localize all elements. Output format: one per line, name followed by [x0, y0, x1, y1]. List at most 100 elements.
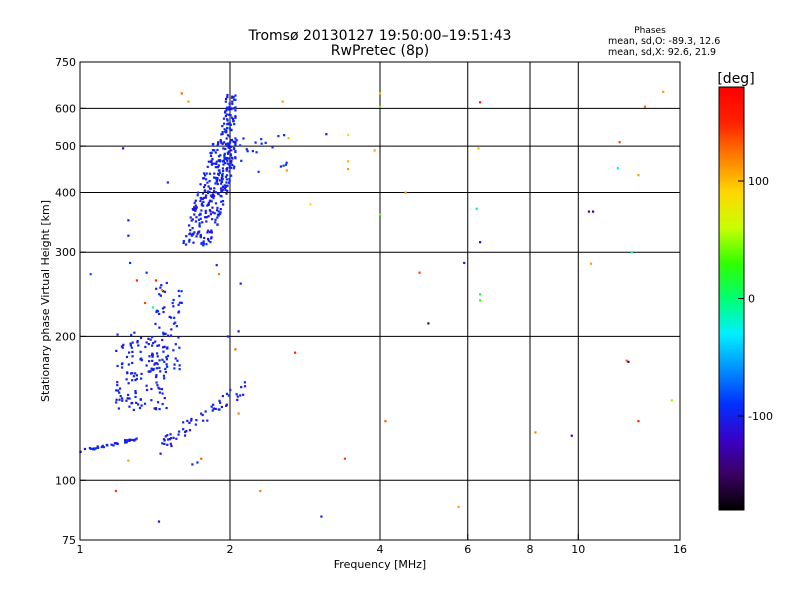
- cluster-point: [172, 298, 175, 302]
- cluster-point: [222, 147, 225, 150]
- cluster-point: [79, 450, 82, 453]
- cluster-point: [207, 185, 210, 188]
- cluster-point: [212, 190, 216, 193]
- cluster-point: [222, 163, 225, 166]
- cluster-point: [219, 159, 222, 162]
- cluster-point: [271, 146, 274, 149]
- cluster-point: [133, 439, 136, 442]
- cluster-point: [190, 219, 193, 222]
- cluster-point: [161, 442, 164, 445]
- scatter-point: [479, 241, 482, 244]
- cluster-point: [195, 216, 198, 219]
- cluster-point: [232, 140, 235, 143]
- cluster-point: [162, 438, 166, 441]
- cluster-point: [191, 208, 194, 211]
- cluster-point: [162, 310, 165, 314]
- cluster-point: [221, 174, 224, 177]
- scatter-point: [379, 105, 382, 108]
- cluster-point: [200, 241, 203, 245]
- cluster-point: [124, 440, 127, 443]
- cluster-point: [223, 161, 226, 165]
- cluster-point: [206, 231, 209, 234]
- cluster-point: [240, 386, 243, 389]
- cluster-point: [165, 356, 168, 359]
- cluster-point: [225, 404, 228, 407]
- cluster-point: [159, 286, 162, 289]
- cluster-point: [92, 447, 96, 450]
- scatter-point: [122, 147, 125, 150]
- cluster-point: [226, 118, 229, 121]
- scatter-point: [662, 90, 665, 93]
- cluster-point: [260, 142, 263, 145]
- cluster-point: [159, 370, 162, 373]
- cluster-point: [94, 447, 98, 450]
- cluster-point: [202, 186, 206, 189]
- cluster-point: [201, 413, 204, 417]
- cluster-point: [226, 106, 229, 109]
- cluster-point: [189, 229, 192, 232]
- cluster-point: [217, 155, 221, 158]
- cluster-point: [130, 333, 133, 337]
- cluster-point: [169, 437, 173, 440]
- cluster-point: [106, 444, 109, 447]
- cluster-point: [230, 128, 233, 131]
- cluster-point: [226, 95, 229, 99]
- cluster-point: [131, 341, 134, 344]
- cluster-point: [221, 131, 224, 134]
- cluster-point: [122, 343, 125, 346]
- scatter-point: [627, 360, 630, 363]
- cluster-point: [199, 183, 202, 186]
- cluster-point: [217, 408, 220, 411]
- cluster-point: [222, 117, 226, 120]
- cluster-point: [228, 135, 231, 138]
- cluster-point: [131, 379, 134, 382]
- cluster-point: [135, 374, 138, 377]
- cluster-point: [139, 358, 142, 361]
- cluster-point: [154, 362, 157, 365]
- cluster-point: [220, 176, 223, 179]
- cluster-point: [213, 172, 216, 175]
- scatter-point: [591, 210, 595, 213]
- cluster-point: [172, 322, 176, 325]
- cluster-point: [212, 194, 216, 198]
- cluster-point: [227, 150, 230, 153]
- cluster-point: [83, 447, 87, 451]
- cluster-point: [161, 402, 164, 406]
- cluster-point: [168, 315, 171, 319]
- scatter-point: [129, 261, 132, 265]
- cluster-point: [223, 155, 226, 158]
- cluster-point: [191, 218, 194, 221]
- cluster-point: [219, 207, 222, 211]
- cluster-point: [211, 409, 214, 412]
- cluster-point: [151, 344, 154, 347]
- cluster-point: [196, 232, 199, 236]
- scatter-point: [259, 489, 262, 493]
- cluster-point: [210, 163, 213, 166]
- cluster-point: [166, 365, 169, 368]
- cluster-point: [205, 194, 208, 197]
- cluster-point: [231, 117, 235, 121]
- scatter-point: [630, 251, 633, 254]
- cluster-point: [188, 421, 191, 425]
- cluster-point: [163, 360, 166, 363]
- cluster-point: [243, 385, 247, 388]
- cluster-point: [224, 185, 228, 189]
- cluster-point: [235, 393, 238, 396]
- cluster-point: [96, 445, 99, 448]
- cluster-point: [125, 439, 129, 442]
- cluster-point: [130, 402, 133, 405]
- cluster-point: [207, 229, 210, 232]
- cluster-point: [166, 354, 170, 357]
- cluster-point: [145, 364, 148, 367]
- cluster-point: [156, 401, 160, 404]
- cluster-point: [210, 159, 213, 162]
- scatter-point: [200, 457, 203, 460]
- cluster-point: [110, 443, 113, 446]
- cluster-point: [226, 142, 229, 145]
- cluster-point: [230, 145, 233, 148]
- cluster-point: [173, 363, 176, 366]
- cluster-point: [212, 197, 215, 200]
- cluster-point: [164, 370, 168, 374]
- cluster-point: [148, 355, 151, 358]
- phases-line-o: mean, sd,O: -89.3, 12.6: [608, 36, 720, 47]
